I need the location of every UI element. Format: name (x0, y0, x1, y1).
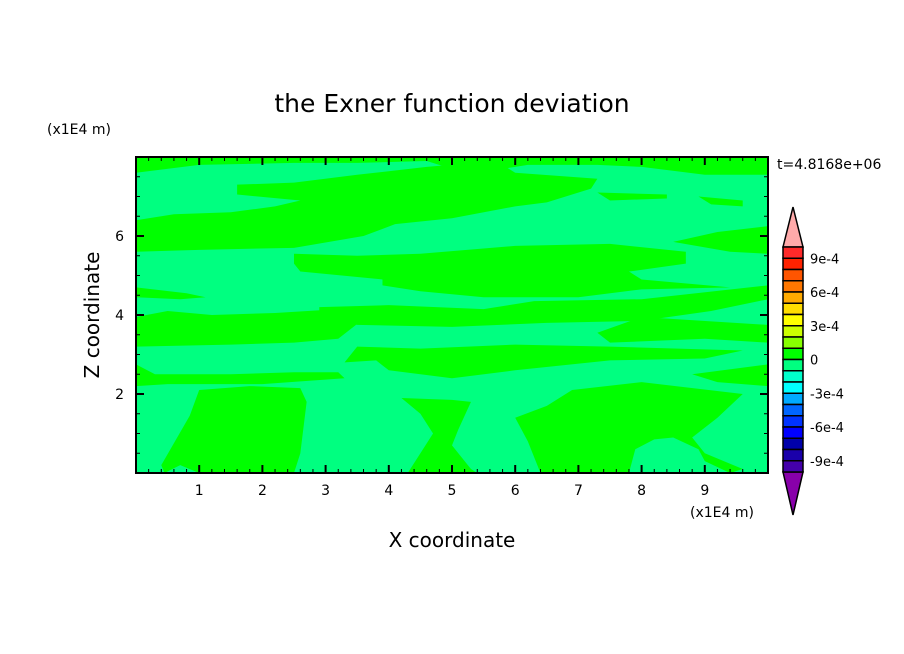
x-tick-label: 7 (574, 483, 583, 499)
colorbar-swatch (782, 358, 804, 372)
x-tick-label: 8 (637, 483, 646, 499)
contour-positive-region (597, 316, 768, 343)
x-unit-label: (x1E4 m) (690, 505, 754, 521)
y-tick-label: 6 (115, 229, 124, 245)
colorbar-swatch (782, 313, 804, 327)
x-tick-label: 2 (258, 483, 267, 499)
x-tick-label: 6 (511, 483, 520, 499)
colorbar-tick-label: 3e-4 (810, 320, 839, 335)
x-tick-label: 3 (321, 483, 330, 499)
colorbar-tick-label: -9e-4 (810, 455, 844, 470)
contour-field (136, 157, 768, 473)
colorbar-swatch (782, 370, 804, 383)
x-tick-label: 9 (700, 483, 709, 499)
x-axis-label: X coordinate (389, 528, 516, 552)
contour-positive-region (673, 226, 768, 254)
colorbar-tick-label: -6e-4 (810, 421, 844, 436)
axes: 1 2 3 4 5 6 7 8 9 2 4 6 (115, 156, 769, 499)
contour-positive-region (161, 386, 307, 473)
y-tick-label: 4 (115, 308, 124, 324)
colorbar-swatch (782, 291, 804, 304)
colorbar-under-triangle (782, 471, 804, 516)
colorbar-swatch (782, 426, 804, 439)
contour-positive-region (294, 243, 731, 298)
colorbar-swatch (782, 347, 804, 361)
colorbar-swatch (782, 280, 804, 293)
contour-positive-region (136, 309, 364, 347)
colorbar-swatch (782, 448, 804, 462)
colorbar-swatch (782, 336, 804, 349)
colorbar-tick-label: 0 (810, 354, 818, 369)
colorbar-swatch (782, 460, 804, 473)
contour-positive-region (136, 364, 345, 387)
colorbar-tick-label: -3e-4 (810, 387, 844, 402)
time-label: t=4.8168e+06 (777, 157, 881, 173)
y-tick-label: 2 (115, 387, 124, 403)
x-tick-label: 5 (448, 483, 457, 499)
colorbar: 9e-4 6e-4 3e-4 0 -3e-4 -6e-4 -9e-4 (782, 206, 844, 516)
colorbar-tick-label: 9e-4 (810, 252, 839, 267)
colorbar-swatch (782, 381, 804, 394)
contour-positive-region (136, 287, 206, 300)
contour-positive-region (698, 196, 743, 207)
contour-positive-region (515, 382, 743, 473)
colorbar-swatch (782, 302, 804, 316)
contour-positive-region (597, 192, 667, 201)
colorbar-over-triangle (782, 206, 804, 248)
contour-positive-region (692, 364, 768, 387)
colorbar-swatch (782, 246, 804, 259)
colorbar-swatch (782, 437, 804, 451)
colorbar-swatch (782, 392, 804, 406)
colorbar-swatch (782, 415, 804, 428)
colorbar-swatch (782, 257, 804, 271)
x-tick-label: 4 (384, 483, 393, 499)
contour-positive-region (344, 344, 743, 379)
colorbar-swatch (782, 325, 804, 338)
colorbar-tick-label: 6e-4 (810, 286, 839, 301)
colorbar-swatch (782, 403, 804, 417)
y-axis-label: Z coordinate (80, 252, 104, 379)
contour-positive-region (136, 160, 598, 252)
contour-positive-region (401, 397, 478, 473)
x-tick-label: 1 (195, 483, 204, 499)
y-unit-label: (x1E4 m) (47, 122, 111, 138)
contour-positive-region (319, 285, 768, 327)
colorbar-swatch (782, 268, 804, 282)
chart-title: the Exner function deviation (274, 89, 629, 118)
